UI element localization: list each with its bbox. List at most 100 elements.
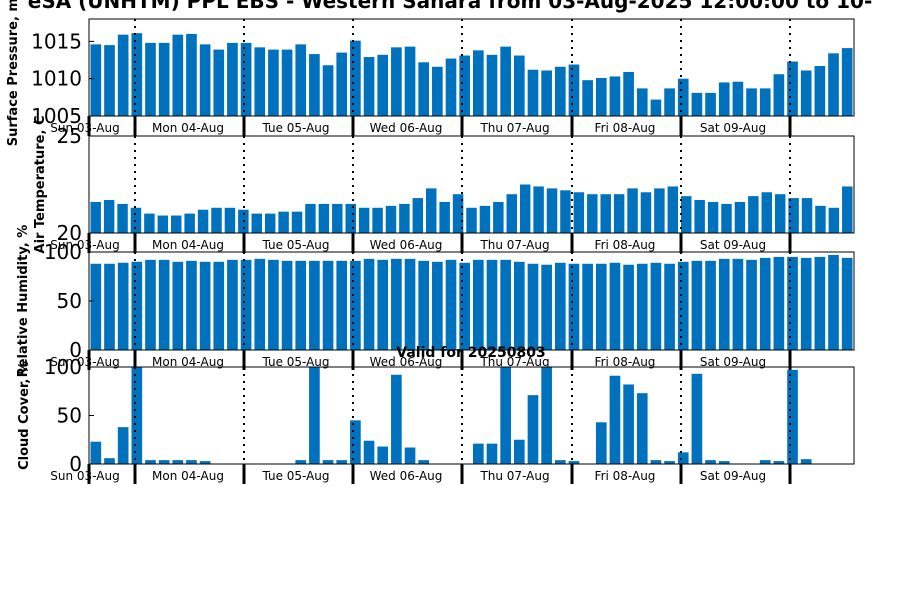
chart-bar: [519, 184, 531, 233]
x-day-label: Sun 03-Aug: [50, 238, 119, 252]
valid-date-label: Valid for 20250803: [396, 345, 546, 361]
chart-bar: [828, 207, 840, 233]
chart-bar: [609, 76, 621, 116]
chart-bar: [582, 263, 593, 350]
x-day-label: Wed 06-Aug: [370, 238, 443, 252]
chart-bar: [131, 261, 143, 350]
chart-bar: [800, 257, 812, 350]
chart-bar: [145, 460, 156, 464]
chart-bar: [445, 58, 457, 116]
x-day-label: Fri 08-Aug: [595, 238, 656, 252]
chart-bar: [145, 259, 156, 350]
chart-bar: [707, 201, 719, 233]
chart-bar: [322, 260, 334, 350]
x-day-label: Sat 09-Aug: [700, 469, 766, 483]
chart-bar: [336, 52, 348, 116]
chart-bar: [432, 261, 443, 350]
x-day-label: Wed 06-Aug: [370, 355, 443, 369]
x-day-label: Thu 07-Aug: [479, 121, 549, 135]
chart-bar: [609, 262, 621, 350]
chart-bar: [391, 47, 402, 116]
chart-bar: [694, 200, 705, 233]
chart-bar: [787, 369, 798, 464]
chart-bar: [363, 258, 375, 350]
chart-bar: [322, 65, 334, 116]
chart-bar: [677, 78, 689, 116]
chart-bar: [500, 46, 511, 116]
chart-bar: [404, 258, 416, 350]
chart-bar: [240, 259, 252, 350]
chart-bar: [664, 88, 675, 116]
chart-bar: [787, 61, 798, 116]
chart-bar: [412, 198, 424, 233]
chart-bar: [513, 439, 525, 464]
y-axis-label: Surface Pressure, mb: [6, 0, 21, 146]
chart-bar: [377, 446, 389, 464]
chart-bar: [186, 260, 197, 350]
x-day-label: Mon 04-Aug: [152, 238, 224, 252]
chart-bar: [841, 48, 853, 116]
chart-bar: [814, 66, 826, 116]
x-day-label: Tue 05-Aug: [261, 121, 329, 135]
chart-bar: [573, 192, 585, 233]
chart-bar: [90, 44, 102, 117]
chart-bar: [466, 207, 477, 233]
chart-bar: [828, 53, 839, 116]
chart-bar: [527, 69, 539, 116]
chart-bar: [486, 259, 498, 350]
chart-bar: [158, 42, 170, 116]
chart-bar: [90, 201, 101, 233]
chart-bar: [595, 422, 607, 464]
chart-bar: [546, 188, 558, 233]
chart-bar: [254, 47, 266, 116]
y-tick-label: 50: [57, 289, 82, 313]
chart-bar: [363, 440, 375, 464]
chart-bar: [705, 460, 716, 464]
chart-bar: [513, 55, 525, 116]
y-tick-label: 0: [69, 452, 82, 476]
x-day-label: Sun 03-Aug: [50, 355, 119, 369]
chart-bar: [800, 70, 812, 116]
chart-bar: [172, 460, 184, 464]
chart-bar: [144, 213, 155, 233]
chart-bar: [199, 44, 211, 117]
chart-bar: [391, 258, 402, 350]
chart-bar: [104, 458, 115, 464]
chart-bar: [636, 88, 648, 116]
chart-bar: [636, 393, 648, 464]
chart-bar: [705, 92, 716, 116]
y-tick-label: 1015: [31, 29, 82, 53]
chart-bar: [773, 74, 785, 116]
chart-bar: [439, 201, 450, 233]
chart-bar: [746, 259, 757, 350]
x-day-label: Sun 03-Aug: [50, 121, 119, 135]
chart-bar: [104, 263, 115, 350]
chart-bar: [479, 205, 491, 233]
chart-bar: [773, 461, 785, 464]
chart-bar: [541, 70, 552, 116]
chart-bar: [404, 447, 416, 464]
chart-bar: [814, 256, 826, 350]
x-day-label: Fri 08-Aug: [595, 121, 656, 135]
chart-bar: [332, 203, 343, 233]
chart-bar: [595, 263, 607, 350]
chart-bar: [493, 201, 504, 233]
y-tick-label: 1005: [31, 104, 82, 128]
chart-bar: [336, 460, 348, 464]
chart-bar: [295, 44, 307, 117]
chart-bar: [486, 443, 498, 464]
x-day-label: Wed 06-Aug: [370, 469, 443, 483]
y-tick-label: 100: [44, 240, 82, 264]
y-axis-label: Air Temperature, C: [33, 116, 48, 254]
x-day-label: Thu 07-Aug: [479, 238, 549, 252]
x-day-label: Mon 04-Aug: [152, 469, 224, 483]
chart-bar: [636, 263, 648, 350]
chart-bar: [734, 201, 746, 233]
chart-bar: [748, 196, 759, 233]
chart-bar: [774, 194, 786, 233]
chart-bar: [650, 99, 662, 116]
chart-bar: [650, 262, 662, 350]
chart-bar: [623, 384, 634, 464]
chart-bar: [841, 257, 853, 350]
chart-bar: [654, 188, 665, 233]
